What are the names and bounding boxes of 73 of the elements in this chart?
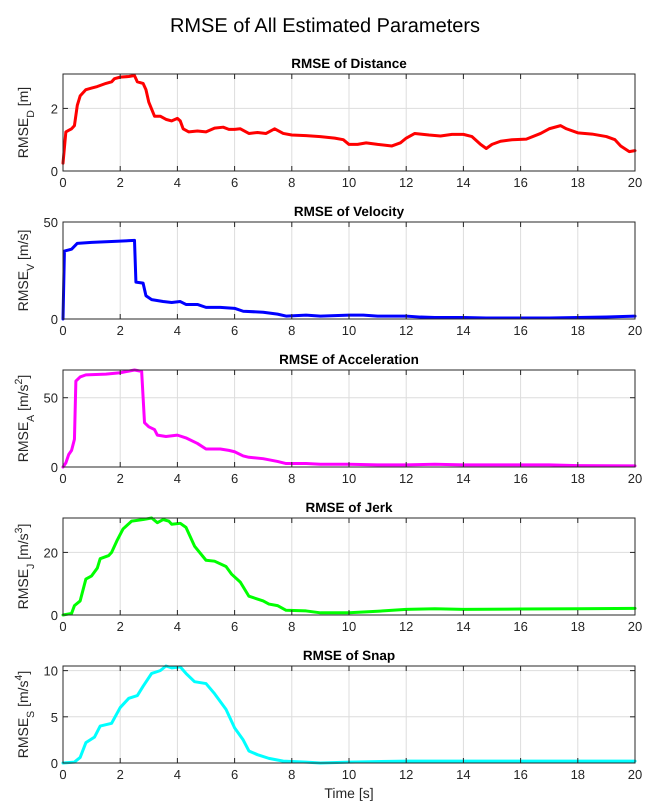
chart-title: RMSE of Velocity — [294, 204, 405, 219]
x-tick-label: 14 — [456, 323, 471, 338]
x-tick-label: 8 — [288, 767, 296, 782]
x-tick-label: 8 — [288, 175, 296, 190]
x-tick-label: 10 — [342, 471, 356, 486]
x-tick-label: 2 — [116, 323, 124, 338]
x-tick-label: 4 — [174, 471, 182, 486]
x-axis-title: Time [s] — [324, 785, 374, 801]
x-tick-label: 6 — [230, 471, 238, 486]
y-tick-label: 0 — [50, 164, 58, 179]
x-tick-label: 16 — [513, 767, 528, 782]
line-series — [62, 368, 636, 468]
x-tick-label: 20 — [628, 767, 642, 782]
x-tick-label: 4 — [174, 619, 182, 634]
x-tick-label: 4 — [174, 323, 182, 338]
chart-title: RMSE of Jerk — [305, 500, 393, 515]
x-tick-label: 12 — [398, 619, 414, 634]
x-tick-label: 12 — [398, 323, 414, 338]
y-tick-label: 50 — [44, 215, 58, 230]
x-tick-label: 4 — [174, 767, 182, 782]
x-tick-label: 10 — [342, 175, 356, 190]
x-tick-label: 14 — [456, 175, 471, 190]
x-tick-label: 6 — [230, 323, 238, 338]
x-tick-label: 8 — [288, 471, 296, 486]
x-tick-label: 20 — [628, 323, 642, 338]
x-tick-label: 12 — [398, 175, 414, 190]
x-tick-label: 2 — [116, 619, 124, 634]
x-tick-label: 20 — [628, 619, 642, 634]
x-tick-label: 14 — [456, 767, 471, 782]
y-tick-label: 20 — [44, 545, 58, 560]
line-series — [62, 516, 636, 616]
x-tick-label: 16 — [513, 619, 528, 634]
x-tick-label: 4 — [174, 175, 182, 190]
x-tick-label: 8 — [288, 323, 296, 338]
chart-title: RMSE of Snap — [302, 648, 396, 663]
chart-title: RMSE of Acceleration — [279, 352, 419, 367]
x-tick-label: 12 — [398, 767, 414, 782]
y-tick-label: 0 — [50, 312, 58, 327]
x-tick-label: 8 — [288, 619, 296, 634]
y-tick-label: 10 — [44, 664, 58, 679]
x-tick-label: 6 — [230, 175, 238, 190]
x-tick-label: 18 — [570, 323, 586, 338]
x-tick-label: 10 — [342, 619, 356, 634]
x-tick-label: 14 — [456, 619, 471, 634]
y-tick-label: 0 — [50, 756, 58, 771]
y-tick-label: 0 — [50, 460, 58, 475]
x-tick-label: 2 — [116, 175, 124, 190]
line-series — [62, 74, 636, 165]
x-tick-label: 6 — [230, 619, 238, 634]
y-tick-label: 50 — [44, 390, 58, 406]
x-tick-label: 16 — [513, 471, 528, 486]
y-tick-label: 0 — [50, 608, 58, 623]
x-tick-label: 20 — [628, 175, 642, 190]
x-tick-label: 2 — [116, 767, 124, 782]
line-series — [62, 238, 636, 320]
line-series — [62, 664, 636, 764]
x-tick-label: 16 — [513, 175, 528, 190]
x-tick-label: 18 — [570, 619, 586, 634]
y-tick-label: 2 — [50, 101, 58, 116]
x-tick-label: 18 — [570, 175, 586, 190]
x-tick-label: 6 — [230, 767, 238, 782]
text: RMSE of All Estimated Parameters — [170, 15, 480, 37]
x-tick-label: 2 — [116, 471, 124, 486]
x-tick-label: 10 — [342, 767, 356, 782]
x-tick-label: 12 — [398, 471, 414, 486]
chart-title: RMSE of Distance — [291, 56, 408, 71]
y-tick-label: 5 — [50, 710, 58, 725]
x-tick-label: 18 — [570, 471, 586, 486]
x-tick-label: 16 — [513, 323, 528, 338]
x-tick-label: 14 — [456, 471, 471, 486]
x-tick-label: 10 — [342, 323, 356, 338]
x-tick-label: 20 — [628, 471, 642, 486]
x-tick-label: 18 — [570, 767, 586, 782]
